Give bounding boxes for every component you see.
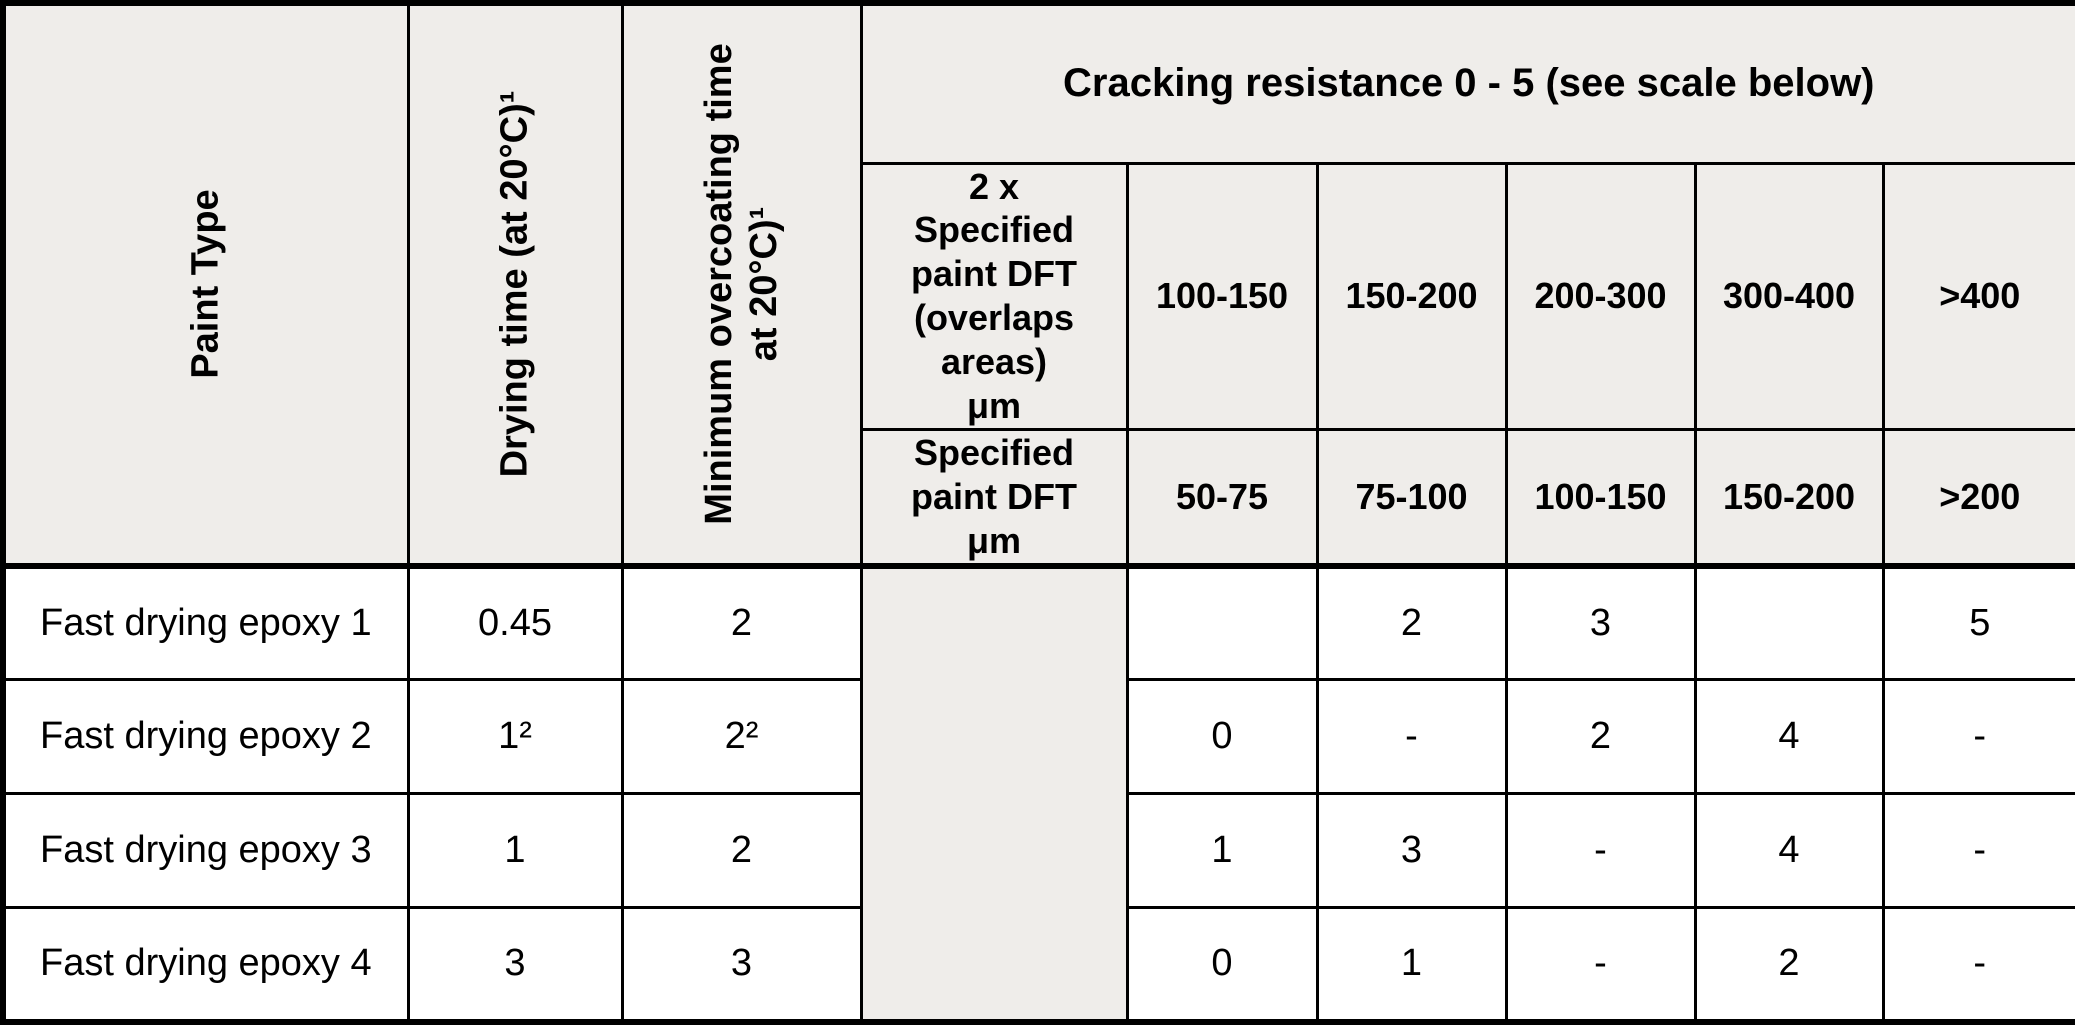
paint-name-cell: Fast drying epoxy 2 [1,678,410,796]
resistance-value-cell [1125,562,1319,682]
resistance-value-cell: - [1315,678,1508,796]
drying-time-cell: 1² [406,678,624,796]
resistance-value-cell: 2 [1693,906,1885,1024]
drying-time-cell: 1 [406,792,624,910]
paint-name-cell: Fast drying epoxy 3 [1,792,410,910]
column-header-min-overcoating: Minimum overcoating time at 20°C)¹ [620,1,863,568]
range-header: 150-200 [1315,161,1508,431]
resistance-value-cell: 4 [1693,678,1885,796]
table-row: Fast drying epoxy 4 3 3 0 1 - 2 - [1,906,2075,1024]
resistance-value-cell: 3 [1315,792,1508,910]
range-header: 200-300 [1504,161,1697,431]
overcoating-time-cell: 3 [620,906,863,1024]
cracking-resistance-header: Cracking resistance 0 - 5 (see scale bel… [859,1,2075,165]
table-row: Fast drying epoxy 1 0.45 2 2 3 5 [1,562,2075,1024]
paint-name-cell: Fast drying epoxy 4 [1,906,410,1024]
resistance-value-cell: - [1504,906,1697,1024]
dft-overlap-label: 2 x Specified paint DFT (overlaps areas)… [859,161,1129,431]
resistance-value-cell: 2 [1315,562,1508,682]
range-header: 100-150 [1125,161,1319,431]
drying-time-label: Drying time (at 20°C)¹ [493,90,536,478]
drying-time-cell: 3 [406,906,624,1024]
resistance-value-cell: 1 [1315,906,1508,1024]
range-header: >400 [1881,161,2075,431]
dft-specified-label: Specified paint DFT μm [859,427,1129,569]
paint-type-label: Paint Type [184,189,227,379]
resistance-value-cell [1693,562,1885,682]
resistance-value-cell: - [1881,792,2075,910]
overcoating-time-cell: 2 [620,562,863,682]
overcoating-time-cell: 2 [620,792,863,910]
range-header: 150-200 [1693,427,1885,569]
paint-name-cell: Fast drying epoxy 1 [1,562,410,682]
merged-empty-dft-cell [859,562,1129,1024]
resistance-value-cell: 2 [1504,678,1697,796]
min-overcoating-label: Minimum overcoating time at 20°C)¹ [697,43,785,526]
resistance-value-cell: 0 [1125,906,1319,1024]
resistance-value-cell: 1 [1125,792,1319,910]
column-header-paint-type: Paint Type [1,1,410,568]
range-header: 75-100 [1315,427,1508,569]
overcoating-time-cell: 2² [620,678,863,796]
resistance-value-cell: 5 [1881,562,2075,682]
resistance-value-cell: 0 [1125,678,1319,796]
resistance-value-cell: 4 [1693,792,1885,910]
resistance-value-cell: - [1504,792,1697,910]
table-row: Fast drying epoxy 3 1 2 1 3 - 4 - [1,792,2075,910]
resistance-value-cell: - [1881,906,2075,1024]
column-header-drying-time: Drying time (at 20°C)¹ [406,1,624,568]
range-header: 300-400 [1693,161,1885,431]
range-header: >200 [1881,427,2075,569]
drying-time-cell: 0.45 [406,562,624,682]
range-header: 100-150 [1504,427,1697,569]
table-row: Fast drying epoxy 2 1² 2² 0 - 2 4 - [1,678,2075,796]
resistance-value-cell: 3 [1504,562,1697,682]
range-header: 50-75 [1125,427,1319,569]
resistance-value-cell: - [1881,678,2075,796]
